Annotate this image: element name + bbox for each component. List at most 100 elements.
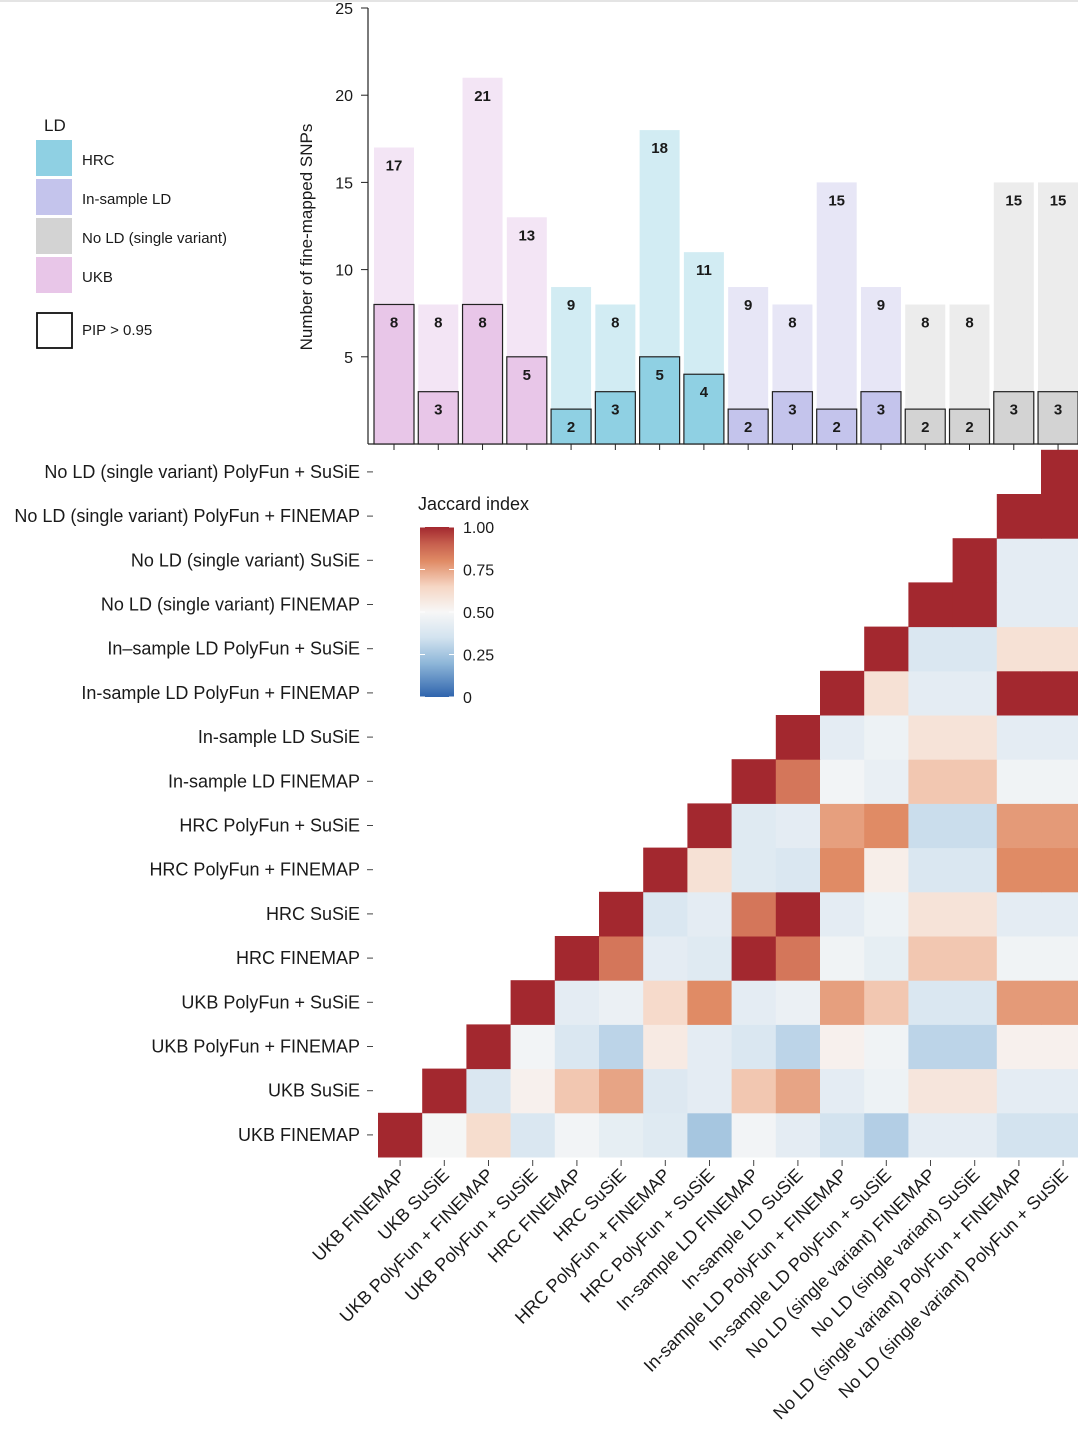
heatmap-cell xyxy=(864,626,909,672)
bar-total-label: 18 xyxy=(651,140,668,157)
heatmap-row-label: No LD (single variant) PolyFun + SuSiE xyxy=(44,462,360,482)
heatmap-cell xyxy=(643,847,688,893)
heatmap-cell xyxy=(908,891,954,937)
heatmap-cell xyxy=(1041,449,1078,495)
legend-outline-label: PIP > 0.95 xyxy=(82,322,152,339)
colorbar-tick-label: 0.75 xyxy=(463,563,494,580)
heatmap-cell xyxy=(554,980,600,1025)
bar-pip-label: 3 xyxy=(877,402,885,419)
heatmap-cell xyxy=(1041,494,1078,539)
heatmap-cell xyxy=(775,1112,821,1158)
heatmap-cell xyxy=(820,1112,865,1158)
heatmap-cell xyxy=(422,1068,467,1114)
bar-total-label: 8 xyxy=(921,314,929,331)
heatmap-cell xyxy=(908,936,954,981)
heatmap-cell xyxy=(952,626,998,672)
heatmap-cell xyxy=(1041,936,1078,981)
bar-pip xyxy=(417,391,459,445)
heatmap-cell xyxy=(952,847,998,893)
heatmap-cell xyxy=(643,891,688,937)
heatmap-cell xyxy=(466,1024,512,1070)
heatmap-cell xyxy=(775,715,821,760)
legend-swatch xyxy=(36,257,72,293)
heatmap-cell xyxy=(554,936,600,981)
heatmap-cell xyxy=(687,980,733,1025)
bar-pip-label: 2 xyxy=(921,419,929,436)
heatmap-cell xyxy=(599,980,644,1025)
bar-total-label: 17 xyxy=(386,158,403,175)
heatmap-cell xyxy=(996,1068,1042,1114)
heatmap-cell xyxy=(864,980,909,1025)
heatmap-cell xyxy=(687,936,733,981)
heatmap-row-label: HRC PolyFun + SuSiE xyxy=(179,816,360,836)
bar-pip xyxy=(993,391,1035,445)
bar-pip xyxy=(506,356,548,445)
bar-total-label: 8 xyxy=(965,314,973,331)
heatmap-cell xyxy=(952,1112,998,1158)
heatmap-cell xyxy=(952,538,998,583)
heatmap-cell xyxy=(864,759,909,804)
legend: LD HRC In-sample LD No LD (single variant)… xyxy=(36,116,227,349)
heatmap-cell xyxy=(908,803,954,849)
heatmap-cell xyxy=(775,759,821,804)
heatmap-cell xyxy=(599,936,644,981)
heatmap-cell xyxy=(643,980,688,1025)
y-tick-label: 15 xyxy=(335,175,353,192)
heatmap-cell xyxy=(864,715,909,760)
heatmap-cell xyxy=(422,1112,467,1158)
heatmap-cell xyxy=(775,803,821,849)
colorbar: Jaccard index 0 0.25 0.50 0.75 1.00 xyxy=(418,494,529,707)
heatmap-row-label: No LD (single variant) PolyFun + FINEMAP xyxy=(14,506,360,526)
heatmap-cell xyxy=(908,626,954,672)
heatmap xyxy=(378,449,1078,1158)
heatmap-cell xyxy=(1041,980,1078,1025)
bar-pip-label: 8 xyxy=(478,314,486,331)
y-tick-label: 10 xyxy=(335,263,353,280)
heatmap-cell xyxy=(1041,891,1078,937)
heatmap-cell xyxy=(1041,626,1078,672)
heatmap-cell xyxy=(996,715,1042,760)
legend-swatch xyxy=(36,179,72,215)
bar-pip-label: 3 xyxy=(434,402,442,419)
heatmap-cell xyxy=(1041,715,1078,760)
heatmap-cell xyxy=(731,759,777,804)
heatmap-row-label: In–sample LD PolyFun + SuSiE xyxy=(107,639,360,659)
legend-label: In-sample LD xyxy=(82,191,171,208)
bar-total-label: 15 xyxy=(1005,192,1022,209)
colorbar-tick-label: 0.25 xyxy=(463,648,494,665)
heatmap-cell xyxy=(864,891,909,937)
heatmap-cell xyxy=(643,1112,688,1158)
heatmap-cell xyxy=(687,1112,733,1158)
y-tick-label: 5 xyxy=(344,350,353,367)
heatmap-cell xyxy=(864,803,909,849)
heatmap-row-label: In-sample LD SuSiE xyxy=(198,727,360,747)
heatmap-cell xyxy=(908,582,954,628)
bar-total-label: 15 xyxy=(828,192,845,209)
heatmap-cell xyxy=(996,803,1042,849)
heatmap-cell xyxy=(908,670,954,716)
heatmap-cell xyxy=(820,1068,865,1114)
colorbar-tick-label: 0.50 xyxy=(463,605,494,622)
bar-pip xyxy=(594,391,636,445)
heatmap-cell xyxy=(996,538,1042,583)
heatmap-row-label: In-sample LD FINEMAP xyxy=(168,771,360,791)
heatmap-row-label: UKB SuSiE xyxy=(268,1081,360,1101)
y-tick-label: 25 xyxy=(335,1,353,18)
heatmap-cell xyxy=(1041,582,1078,628)
heatmap-row-label: UKB FINEMAP xyxy=(238,1125,360,1145)
heatmap-cell xyxy=(820,847,865,893)
bar-total xyxy=(816,182,857,444)
bar-pip xyxy=(771,391,814,445)
bar-pip-label: 5 xyxy=(523,367,531,384)
heatmap-row-label: UKB PolyFun + FINEMAP xyxy=(151,1037,360,1057)
heatmap-cell xyxy=(864,936,909,981)
heatmap-cell xyxy=(952,759,998,804)
heatmap-cell xyxy=(687,847,733,893)
heatmap-cell xyxy=(510,1112,556,1158)
legend-outline-swatch xyxy=(36,312,73,349)
heatmap-cell xyxy=(1041,1024,1078,1070)
bar-pip xyxy=(550,408,592,445)
heatmap-cell xyxy=(775,936,821,981)
heatmap-cell xyxy=(643,936,688,981)
heatmap-cell xyxy=(952,936,998,981)
